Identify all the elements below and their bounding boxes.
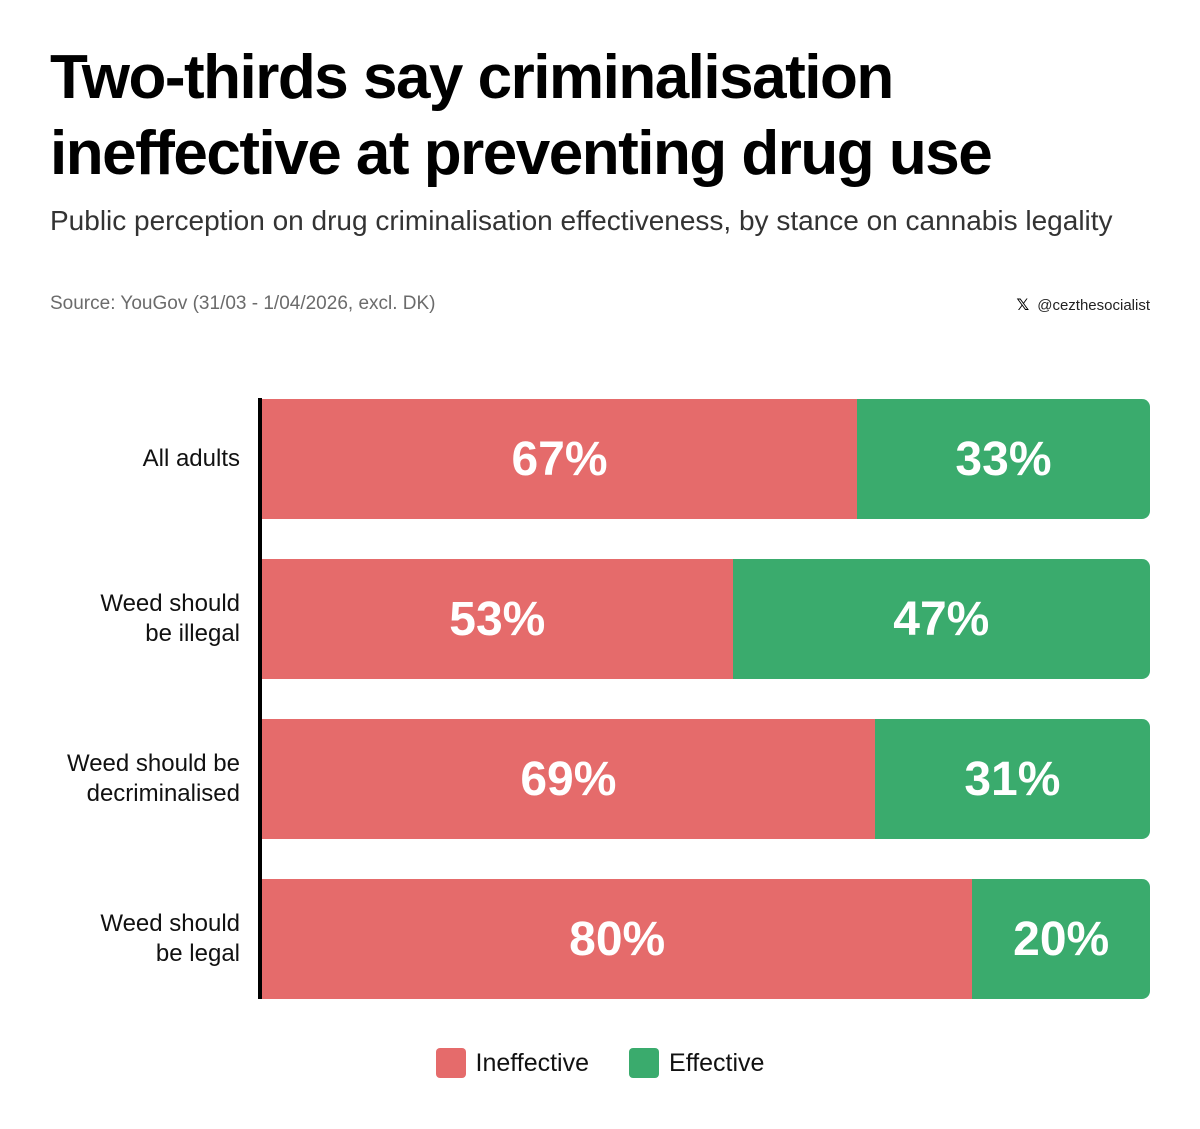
x-logo-icon: 𝕏 xyxy=(1016,297,1030,314)
bar-ineffective xyxy=(262,879,973,999)
legend-item-ineffective: Ineffective xyxy=(435,1048,590,1078)
category-label: Weed should be illegal xyxy=(100,590,240,647)
chart-subtitle: Public perception on drug criminalisatio… xyxy=(50,205,1113,236)
category-label: All adults xyxy=(142,445,240,472)
legend-swatch-ineffective xyxy=(435,1048,466,1078)
category-axis-line xyxy=(258,398,262,999)
bar-ineffective xyxy=(262,559,733,679)
bar-effective xyxy=(874,719,1150,839)
legend-swatch-effective xyxy=(629,1048,660,1078)
category-label: Weed should be decriminalised xyxy=(66,750,240,807)
author-credit: 𝕏 @cezthesocialist xyxy=(1016,295,1150,315)
legend-label-ineffective: Ineffective xyxy=(475,1048,590,1077)
bar-effective xyxy=(856,399,1150,519)
legend-label-effective: Effective xyxy=(669,1048,765,1077)
credit-handle: @cezthesocialist xyxy=(1037,296,1150,314)
bar-ineffective xyxy=(262,719,875,839)
source-note: Source: YouGov (31/03 - 1/04/2026, excl.… xyxy=(50,293,436,314)
category-label: Weed should be legal xyxy=(100,910,240,967)
chart-title: Two-thirds say criminalisation ineffecti… xyxy=(50,43,993,188)
bar-effective xyxy=(972,879,1150,999)
legend: Ineffective Effective xyxy=(0,1048,1200,1078)
bar-ineffective xyxy=(262,399,857,519)
bar-effective xyxy=(732,559,1150,679)
legend-item-effective: Effective xyxy=(629,1048,764,1078)
